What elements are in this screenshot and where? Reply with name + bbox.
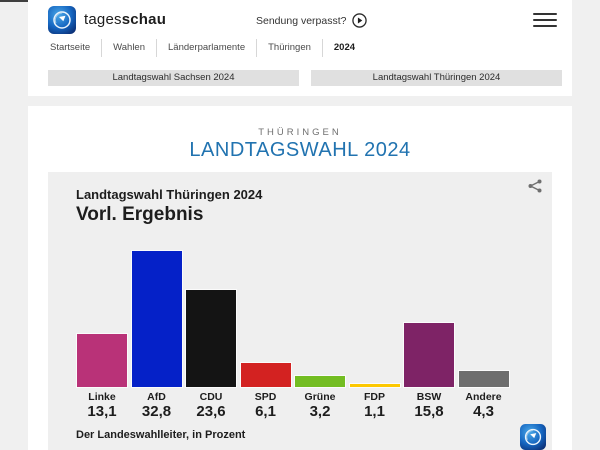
bar-label-cdu: CDU: [199, 391, 223, 403]
bar-spd: [239, 362, 292, 388]
bar-value-bsw: 15,8: [414, 403, 444, 420]
brand-wordmark[interactable]: tagesschau: [84, 11, 166, 28]
bar-fdp: [348, 383, 401, 388]
tab-landtagswahl-thueringen[interactable]: Landtagswahl Thüringen 2024: [311, 70, 562, 86]
bar-value-linke: 13,1: [87, 403, 117, 420]
bar-value-afd: 32,8: [141, 403, 172, 420]
region-label: THÜRINGEN: [258, 127, 342, 138]
missed-broadcast-button[interactable]: Sendung verpasst?: [256, 13, 368, 28]
bar-label-grüne: Grüne: [304, 391, 336, 403]
bar-value-andere: 4,3: [473, 403, 494, 420]
tagesschau-logo-icon[interactable]: [48, 6, 76, 34]
brand-regular: tages: [84, 11, 122, 28]
bar-label-fdp: FDP: [364, 391, 385, 403]
missed-broadcast-label: Sendung verpasst?: [256, 14, 347, 27]
bar-grüne: [294, 375, 346, 388]
chart-subtitle: Vorl. Ergebnis: [76, 204, 204, 225]
breadcrumb: Startseite Wahlen Länderparlamente Thüringe…: [48, 38, 366, 58]
breadcrumb-item-wahlen[interactable]: Wahlen: [102, 39, 157, 57]
tab-landtagswahl-sachsen[interactable]: Landtagswahl Sachsen 2024: [48, 70, 299, 86]
bar-value-grüne: 3,2: [309, 403, 331, 420]
bar-label-linke: Linke: [88, 391, 116, 403]
bar-cdu: [185, 289, 237, 388]
bar-values: 13,1 32,8 23,6 6,1 3,2 1,1 15,8 4,3: [76, 403, 510, 420]
bars: [76, 250, 510, 388]
main-content: THÜRINGEN LANDTAGSWAHL 2024 Landtagswahl…: [28, 106, 572, 450]
bar-label-afd: AfD: [147, 391, 166, 403]
chart-title: Landtagswahl Thüringen 2024: [76, 187, 263, 202]
bar-label-spd: SPD: [254, 391, 277, 403]
site-header: tagesschau Sendung verpasst? Startseite W…: [28, 0, 572, 96]
page-title: LANDTAGSWAHL 2024: [189, 139, 411, 161]
bar-afd: [130, 250, 183, 388]
bar-labels: Linke AfD CDU SPD Grüne FDP BSW Andere: [76, 391, 510, 403]
brand-bold: schau: [121, 11, 167, 28]
bar-bsw: [403, 322, 455, 388]
bar-value-spd: 6,1: [255, 403, 276, 420]
bar-linke: [76, 333, 128, 388]
menu-icon[interactable]: [533, 13, 557, 27]
breadcrumb-item-länderparlamente[interactable]: Länderparlamente: [157, 39, 258, 57]
bar-label-bsw: BSW: [416, 391, 442, 403]
bar-value-cdu: 23,6: [196, 403, 226, 420]
tagesschau-globe-icon: [520, 424, 546, 450]
breadcrumb-item-thüringen[interactable]: Thüringen: [257, 39, 323, 57]
results-chart: Landtagswahl Thüringen 2024 Vorl. Ergebn…: [48, 172, 552, 450]
bar-andere: [457, 370, 510, 388]
share-icon[interactable]: [527, 178, 543, 194]
bar-value-fdp: 1,1: [364, 403, 385, 420]
breadcrumb-item-startseite[interactable]: Startseite: [48, 39, 103, 57]
source-note: Der Landeswahlleiter, in Prozent: [76, 429, 246, 441]
play-icon: [352, 13, 368, 28]
bar-label-andere: Andere: [465, 391, 502, 403]
breadcrumb-item-2024[interactable]: 2024: [333, 42, 356, 53]
